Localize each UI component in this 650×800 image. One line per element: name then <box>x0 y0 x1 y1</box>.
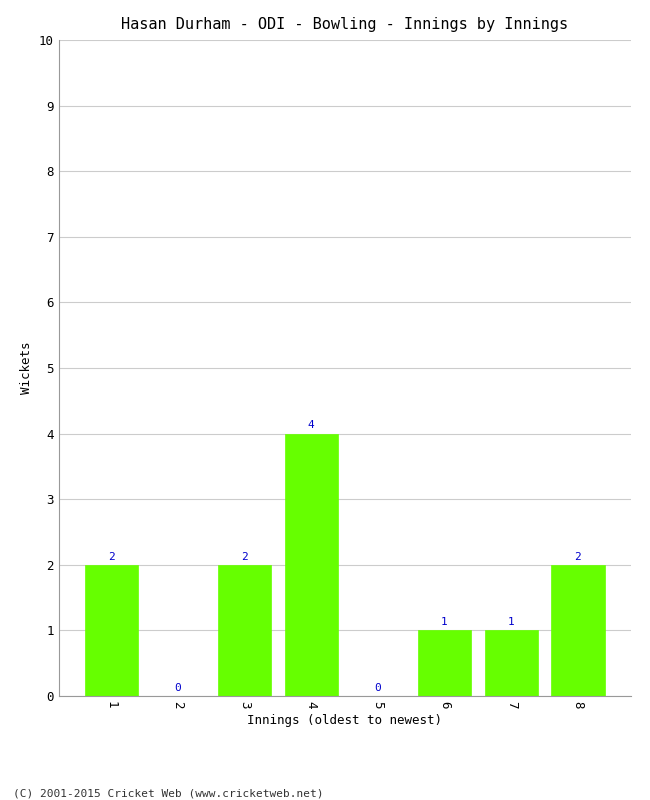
Bar <box>218 565 271 696</box>
Text: 1: 1 <box>441 617 448 627</box>
Text: 1: 1 <box>508 617 515 627</box>
Bar <box>84 565 138 696</box>
Text: 2: 2 <box>241 551 248 562</box>
Text: 4: 4 <box>308 420 315 430</box>
Text: 0: 0 <box>374 682 381 693</box>
Bar <box>418 630 471 696</box>
Text: 2: 2 <box>108 551 114 562</box>
Bar <box>484 630 538 696</box>
Bar <box>551 565 604 696</box>
Text: 0: 0 <box>174 682 181 693</box>
Y-axis label: Wickets: Wickets <box>20 342 33 394</box>
Text: (C) 2001-2015 Cricket Web (www.cricketweb.net): (C) 2001-2015 Cricket Web (www.cricketwe… <box>13 788 324 798</box>
Title: Hasan Durham - ODI - Bowling - Innings by Innings: Hasan Durham - ODI - Bowling - Innings b… <box>121 17 568 32</box>
X-axis label: Innings (oldest to newest): Innings (oldest to newest) <box>247 714 442 727</box>
Bar <box>285 434 338 696</box>
Text: 2: 2 <box>575 551 581 562</box>
